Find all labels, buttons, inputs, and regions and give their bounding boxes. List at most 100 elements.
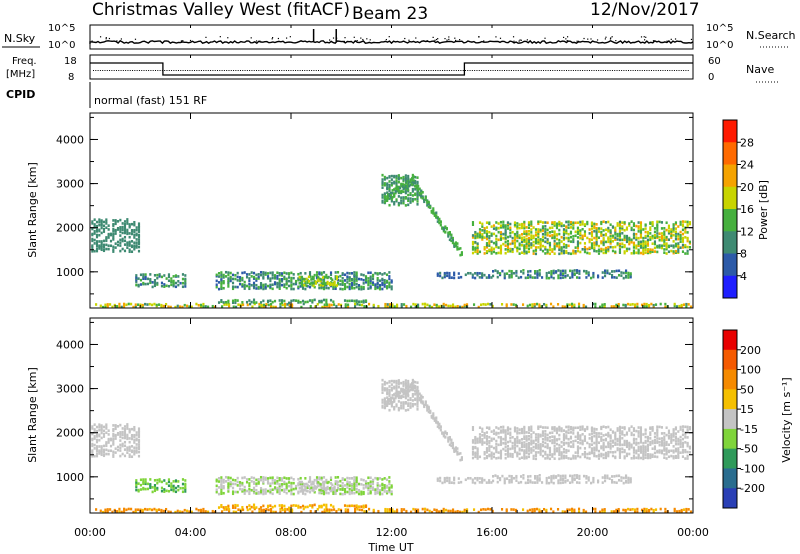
power-cell — [221, 305, 224, 308]
velocity-cell — [506, 444, 510, 448]
power-cell — [397, 201, 400, 205]
power-cell — [93, 242, 96, 245]
power-cell — [572, 249, 575, 253]
power-cell — [483, 227, 486, 230]
velocity-cell — [558, 433, 561, 437]
velocity-cell — [133, 427, 136, 431]
velocity-cell — [95, 438, 99, 442]
velocity-cell — [509, 452, 512, 456]
velocity-cell — [565, 435, 568, 439]
power-cell — [471, 221, 475, 224]
power-cell — [441, 227, 444, 230]
power-cell — [356, 302, 359, 306]
velocity-cell — [298, 480, 301, 484]
nave-dot — [547, 70, 549, 71]
velocity-cell — [104, 510, 107, 514]
velocity-cell — [135, 431, 138, 434]
velocity-cell — [618, 449, 622, 452]
velocity-cell — [309, 509, 312, 513]
power-cell — [658, 235, 661, 239]
nave-dot — [487, 70, 489, 71]
velocity-cell — [646, 439, 650, 443]
velocity-cell — [119, 449, 122, 452]
power-cell — [530, 236, 533, 240]
velocity-cell — [91, 444, 94, 448]
power-cell — [621, 221, 624, 224]
velocity-cell — [618, 428, 622, 431]
velocity-cell — [576, 433, 580, 436]
power-cell — [527, 221, 531, 224]
velocity-cell — [595, 433, 598, 436]
velocity-cell — [364, 481, 368, 485]
velocity-cell — [541, 454, 545, 458]
noise-search-dot — [609, 38, 612, 40]
velocity-cell — [388, 388, 391, 392]
power-cell — [100, 244, 103, 247]
velocity-cell — [558, 451, 561, 454]
nave-dot — [485, 70, 487, 71]
power-cell — [407, 177, 410, 180]
velocity-cell — [537, 438, 540, 442]
velocity-cell — [388, 486, 391, 490]
velocity-cell — [559, 477, 562, 480]
power-cell — [618, 247, 622, 251]
power-cell — [273, 299, 277, 303]
nave-dot — [667, 70, 669, 71]
velocity-cell — [574, 456, 577, 460]
power-cell — [581, 227, 584, 231]
power-cell — [98, 218, 101, 221]
velocity-cell — [172, 489, 175, 493]
velocity-cell — [170, 488, 173, 492]
velocity-cell — [588, 443, 591, 446]
power-cell — [571, 275, 574, 279]
power-cell — [564, 269, 567, 273]
velocity-cell — [281, 508, 284, 512]
noise-search-dot — [604, 38, 606, 40]
velocity-cell — [593, 448, 596, 452]
velocity-cell — [509, 447, 512, 451]
velocity-cell — [630, 431, 633, 435]
power-cell — [409, 180, 412, 184]
power-cell — [528, 303, 532, 307]
power-cell — [283, 283, 286, 286]
velocity-cell — [128, 449, 131, 452]
velocity-cell — [552, 474, 555, 478]
velocity-cell — [130, 455, 134, 459]
power-cell — [645, 302, 648, 306]
power-cell — [506, 227, 510, 230]
velocity-cell — [523, 441, 526, 444]
velocity-cell — [642, 441, 645, 445]
power-cell — [114, 222, 117, 226]
velocity-cell — [552, 476, 555, 480]
power-cell — [325, 298, 328, 302]
power-cell — [527, 244, 531, 247]
power-cell — [581, 236, 584, 239]
velocity-cell — [485, 431, 489, 434]
nave-dot — [145, 70, 147, 71]
velocity-cell — [395, 384, 398, 388]
power-cell — [549, 302, 553, 306]
velocity-cell — [384, 507, 387, 511]
velocity-cell — [642, 451, 645, 454]
power-cell — [481, 229, 484, 232]
velocity-cell — [530, 425, 533, 429]
power-cell — [291, 305, 294, 308]
power-cell — [448, 238, 451, 242]
velocity-cell — [678, 509, 681, 513]
power-cell — [135, 280, 138, 284]
velocity-cell — [686, 457, 689, 460]
velocity-cell — [130, 433, 134, 437]
velocity-cell — [677, 442, 680, 446]
velocity-cell — [266, 481, 270, 485]
power-cell — [427, 200, 430, 204]
velocity-cell — [504, 453, 507, 456]
power-cell — [274, 305, 277, 309]
power-cell — [93, 223, 96, 226]
velocity-cell — [299, 482, 302, 486]
power-cell — [614, 230, 617, 234]
velocity-cell — [220, 505, 223, 509]
power-cell — [681, 223, 685, 226]
power-cell — [435, 215, 438, 219]
power-cell — [297, 286, 300, 290]
